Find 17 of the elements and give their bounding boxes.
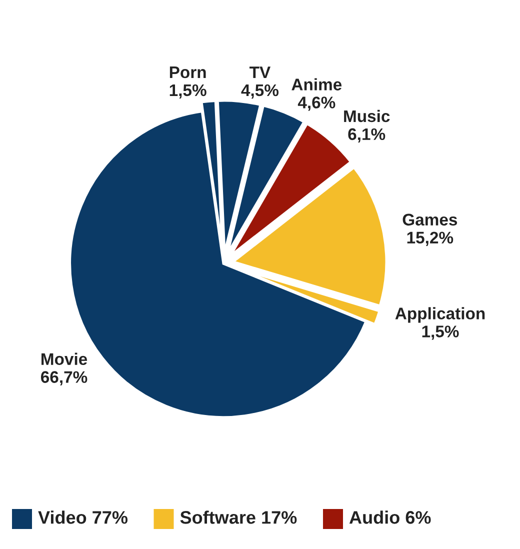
data-label: 15,2% xyxy=(407,232,454,246)
data-label: 6,1% xyxy=(348,128,386,142)
slice-label: Application xyxy=(395,307,485,323)
slice-label: Anime xyxy=(292,78,342,90)
slice-label: Porn xyxy=(170,66,206,78)
data-label: 4,5% xyxy=(241,84,279,99)
slice-label: Movie xyxy=(42,352,88,366)
slice-label: Games xyxy=(402,214,458,226)
data-label: 4,6% xyxy=(298,96,336,111)
slice-label: Music xyxy=(344,110,390,122)
data-label: 1,5% xyxy=(170,84,206,99)
slice-label: TV xyxy=(250,66,270,78)
text: Audio 6% xyxy=(349,510,431,524)
text: Software 17% xyxy=(180,510,297,524)
text: Video 77% xyxy=(38,510,128,524)
data-label: 1,5% xyxy=(422,326,459,340)
data-label: 66,7% xyxy=(41,371,88,386)
